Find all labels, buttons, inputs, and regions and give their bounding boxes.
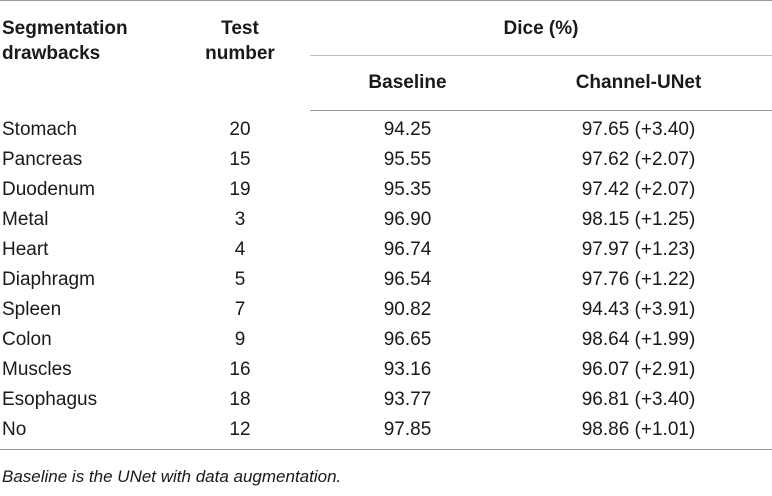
dice-results-table: Segmentation drawbacks Test number Dice … <box>0 0 772 450</box>
row-baseline-cell: 95.55 <box>383 149 432 170</box>
table-row: Stomach 20 94.25 97.65 (+3.40) <box>0 111 772 146</box>
row-test-number-cell: 15 <box>229 149 251 170</box>
table-row: Heart 4 96.74 97.97 (+1.23) <box>0 235 772 265</box>
row-baseline-cell: 96.90 <box>383 209 432 230</box>
row-test-number-cell: 20 <box>229 118 251 140</box>
row-test-number-cell: 9 <box>234 329 246 350</box>
row-channel-unet-cell: 94.43 (+3.91) <box>581 299 696 320</box>
row-name-cell: Stomach <box>2 118 77 140</box>
header-segmentation-drawbacks: Segmentation drawbacks <box>0 0 170 111</box>
table-row: Metal 3 96.90 98.15 (+1.25) <box>0 205 772 235</box>
row-name-cell: Pancreas <box>2 149 83 170</box>
row-baseline-cell: 90.82 <box>383 299 432 320</box>
header-segmentation-line2: drawbacks <box>2 43 101 64</box>
row-name-cell: Muscles <box>2 359 72 380</box>
row-name-cell: Duodenum <box>2 179 95 200</box>
row-baseline-cell: 95.35 <box>383 179 432 200</box>
row-baseline-cell: 96.65 <box>383 329 432 350</box>
header-test-line2: number <box>205 43 275 64</box>
row-name-cell: Colon <box>2 329 52 350</box>
row-test-number-cell: 3 <box>234 209 246 230</box>
row-test-number-cell: 5 <box>234 269 246 290</box>
row-name-cell: Esophagus <box>2 389 98 410</box>
table-row: Muscles 16 93.16 96.07 (+2.91) <box>0 355 772 385</box>
row-baseline-cell: 93.16 <box>383 359 432 380</box>
row-baseline-cell: 97.85 <box>383 419 432 440</box>
row-name-cell: Spleen <box>2 299 62 320</box>
header-dice: Dice (%) <box>310 0 772 56</box>
row-test-number-cell: 16 <box>229 359 251 380</box>
row-name-cell: No <box>2 419 27 440</box>
row-test-number-cell: 12 <box>229 419 251 440</box>
results-table-container: Segmentation drawbacks Test number Dice … <box>0 0 772 450</box>
header-segmentation-line1: Segmentation <box>2 18 128 39</box>
row-channel-unet-cell: 97.97 (+1.23) <box>581 239 696 260</box>
table-row: Diaphragm 5 96.54 97.76 (+1.22) <box>0 265 772 295</box>
table-row: Pancreas 15 95.55 97.62 (+2.07) <box>0 145 772 175</box>
row-name-cell: Diaphragm <box>2 269 95 290</box>
row-name-cell: Metal <box>2 209 49 230</box>
row-channel-unet-cell: 98.64 (+1.99) <box>581 329 696 350</box>
header-baseline: Baseline <box>310 55 505 111</box>
table-row: Esophagus 18 93.77 96.81 (+3.40) <box>0 385 772 415</box>
row-baseline-cell: 96.54 <box>383 269 432 290</box>
row-channel-unet-cell: 98.15 (+1.25) <box>581 209 696 230</box>
row-test-number-cell: 7 <box>234 299 246 320</box>
row-baseline-cell: 93.77 <box>383 389 432 410</box>
row-baseline-cell: 96.74 <box>383 239 432 260</box>
table-row: Spleen 7 90.82 94.43 (+3.91) <box>0 295 772 325</box>
header-row-sub: Baseline Channel-UNet <box>0 55 772 111</box>
row-channel-unet-cell: 96.07 (+2.91) <box>581 359 696 380</box>
row-channel-unet-cell: 97.42 (+2.07) <box>581 179 696 200</box>
row-channel-unet-cell: 97.62 (+2.07) <box>581 149 696 170</box>
table-row: No 12 97.85 98.86 (+1.01) <box>0 415 772 450</box>
header-test-line1: Test <box>221 18 259 39</box>
table-row: Colon 9 96.65 98.64 (+1.99) <box>0 325 772 355</box>
header-channel-unet: Channel-UNet <box>505 55 772 111</box>
row-channel-unet-cell: 96.81 (+3.40) <box>581 389 696 410</box>
row-test-number-cell: 4 <box>234 239 246 260</box>
row-channel-unet-cell: 97.76 (+1.22) <box>581 269 696 290</box>
row-baseline-cell: 94.25 <box>383 119 432 140</box>
table-footnote: Baseline is the UNet with data augmentat… <box>2 467 342 486</box>
row-test-number-cell: 18 <box>229 389 251 410</box>
header-test-number: Test number <box>170 0 310 111</box>
row-name-cell: Heart <box>2 239 49 260</box>
table-body: Stomach 20 94.25 97.65 (+3.40) Pancreas 15 95.… <box>0 111 772 450</box>
table-row: Duodenum 19 95.35 97.42 (+2.07) <box>0 175 772 205</box>
header-row-top: Segmentation drawbacks Test number Dice … <box>0 0 772 111</box>
row-channel-unet-cell: 97.65 (+3.40) <box>581 119 696 140</box>
row-test-number-cell: 19 <box>229 179 251 200</box>
row-channel-unet-cell: 98.86 (+1.01) <box>581 419 696 440</box>
table-header: Segmentation drawbacks Test number Dice … <box>0 0 772 111</box>
